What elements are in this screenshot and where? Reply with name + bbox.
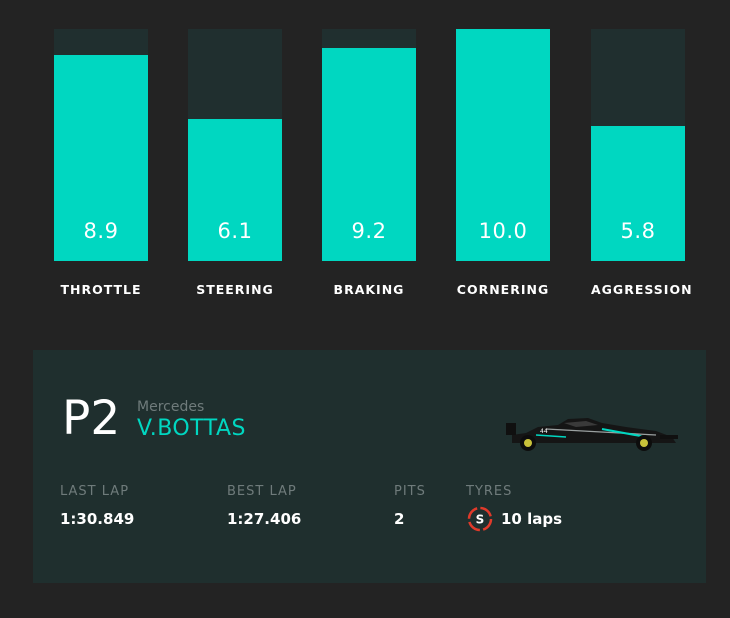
bar-value: 8.9 bbox=[83, 219, 119, 243]
bar-track: 5.8 bbox=[591, 29, 685, 261]
svg-text:44: 44 bbox=[540, 428, 548, 435]
bar-track: 9.2 bbox=[322, 29, 416, 261]
race-position: P2 bbox=[62, 391, 121, 446]
best-lap-label: BEST LAP bbox=[227, 484, 297, 499]
bar-braking: 9.2 BRAKING bbox=[322, 29, 418, 297]
bar-fill bbox=[591, 126, 685, 261]
bar-cornering: 10.0 CORNERING bbox=[456, 29, 552, 297]
best-lap-value: 1:27.406 bbox=[227, 510, 302, 528]
tyre-compound: S bbox=[476, 513, 485, 527]
bar-value: 10.0 bbox=[478, 219, 528, 243]
bar-fill bbox=[322, 47, 416, 261]
bar-label: AGGRESSION bbox=[591, 282, 693, 297]
bar-label: THROTTLE bbox=[60, 282, 142, 297]
team-name: Mercedes bbox=[137, 399, 205, 415]
tyre-laps: 10 laps bbox=[501, 510, 563, 528]
bar-value: 9.2 bbox=[351, 219, 387, 243]
bar-track: 6.1 bbox=[188, 29, 282, 261]
last-lap-value: 1:30.849 bbox=[60, 510, 135, 528]
bar-aggression: 5.8 AGGRESSION bbox=[591, 29, 693, 297]
bar-value: 5.8 bbox=[620, 219, 656, 243]
bar-label: BRAKING bbox=[333, 282, 405, 297]
soft-tyre-icon: S bbox=[467, 506, 493, 532]
driver-name: V.BOTTAS bbox=[137, 416, 247, 441]
last-lap-label: LAST LAP bbox=[60, 484, 130, 499]
bar-label: STEERING bbox=[196, 282, 274, 297]
bar-fill bbox=[54, 54, 148, 261]
f1-car-icon: 44 bbox=[506, 418, 678, 451]
bar-steering: 6.1 STEERING bbox=[188, 29, 284, 297]
bar-label: CORNERING bbox=[456, 282, 550, 297]
driver-card[interactable]: P2 Mercedes V.BOTTAS 44 LAST LAP 1:30.84… bbox=[33, 350, 706, 583]
tyres-label: TYRES bbox=[466, 484, 513, 499]
bar-fill bbox=[456, 29, 550, 261]
bar-value: 6.1 bbox=[217, 219, 253, 243]
pits-label: PITS bbox=[394, 484, 426, 499]
driver-rating-bars: 8.9 THROTTLE 6.1 STEERING 9.2 BRAKING 10… bbox=[0, 0, 730, 300]
pits-value: 2 bbox=[394, 510, 405, 528]
bar-fill bbox=[188, 119, 282, 261]
bar-throttle: 8.9 THROTTLE bbox=[54, 29, 150, 297]
bar-track: 10.0 bbox=[456, 29, 550, 261]
bar-track: 8.9 bbox=[54, 29, 148, 261]
